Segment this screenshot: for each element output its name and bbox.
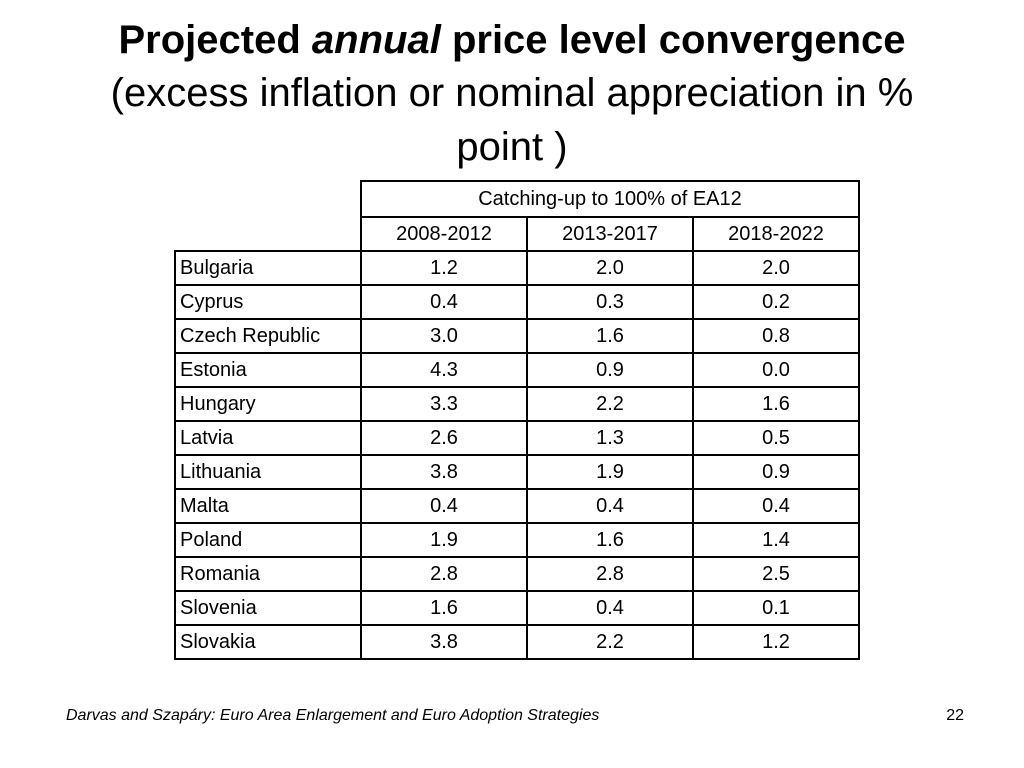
- value-cell: 2.2: [526, 386, 694, 422]
- value-cell: 1.6: [526, 318, 694, 354]
- value-cell: 0.0: [692, 352, 860, 388]
- title-italic-word: annual: [311, 18, 441, 62]
- value-cell: 1.4: [692, 522, 860, 558]
- title-main: Projected annual price level convergence: [0, 14, 1024, 66]
- value-cell: 0.5: [692, 420, 860, 456]
- table-row: Malta 0.4 0.4 0.4: [174, 488, 860, 524]
- value-cell: 1.9: [360, 522, 528, 558]
- value-cell: 1.6: [692, 386, 860, 422]
- table-row: Slovakia 3.8 2.2 1.2: [174, 624, 860, 660]
- country-cell: Poland: [174, 522, 362, 558]
- corner-cell: [175, 181, 361, 217]
- slide-title: Projected annual price level convergence…: [0, 14, 1024, 174]
- table-row: Czech Republic 3.0 1.6 0.8: [174, 318, 860, 354]
- table-row: Romania 2.8 2.8 2.5: [174, 556, 860, 592]
- value-cell: 2.2: [526, 624, 694, 660]
- country-cell: Estonia: [174, 352, 362, 388]
- value-cell: 2.8: [526, 556, 694, 592]
- convergence-table: Catching-up to 100% of EA12 2008-2012 20…: [174, 180, 860, 660]
- value-cell: 0.9: [526, 352, 694, 388]
- country-cell: Lithuania: [174, 454, 362, 490]
- value-cell: 2.5: [692, 556, 860, 592]
- value-cell: 0.9: [692, 454, 860, 490]
- value-cell: 1.2: [692, 624, 860, 660]
- value-cell: 0.2: [692, 284, 860, 320]
- value-cell: 0.1: [692, 590, 860, 626]
- value-cell: 3.8: [360, 454, 528, 490]
- value-cell: 1.2: [360, 250, 528, 286]
- table-row: Lithuania 3.8 1.9 0.9: [174, 454, 860, 490]
- value-cell: 0.4: [360, 284, 528, 320]
- value-cell: 3.8: [360, 624, 528, 660]
- table-row: Estonia 4.3 0.9 0.0: [174, 352, 860, 388]
- group-header-row: Catching-up to 100% of EA12: [175, 180, 860, 218]
- value-cell: 1.6: [360, 590, 528, 626]
- value-cell: 1.3: [526, 420, 694, 456]
- country-cell: Latvia: [174, 420, 362, 456]
- column-header: 2013-2017: [526, 216, 694, 252]
- value-cell: 3.3: [360, 386, 528, 422]
- value-cell: 2.6: [360, 420, 528, 456]
- country-cell: Czech Republic: [174, 318, 362, 354]
- column-header: 2008-2012: [360, 216, 528, 252]
- value-cell: 4.3: [360, 352, 528, 388]
- country-cell: Cyprus: [174, 284, 362, 320]
- title-bold-suffix: price level convergence: [451, 18, 906, 62]
- value-cell: 2.0: [692, 250, 860, 286]
- value-cell: 3.0: [360, 318, 528, 354]
- value-cell: 0.4: [526, 488, 694, 524]
- subtitle-line-1: (excess inflation or nominal appreciatio…: [110, 71, 914, 115]
- country-cell: Hungary: [174, 386, 362, 422]
- value-cell: 0.4: [526, 590, 694, 626]
- group-header: Catching-up to 100% of EA12: [360, 180, 860, 218]
- country-cell: Slovenia: [174, 590, 362, 626]
- title-bold-prefix: Projected: [118, 18, 301, 62]
- value-cell: 1.9: [526, 454, 694, 490]
- country-cell: Romania: [174, 556, 362, 592]
- column-header-row: 2008-2012 2013-2017 2018-2022: [175, 216, 860, 252]
- table-row: Bulgaria 1.2 2.0 2.0: [174, 250, 860, 286]
- corner-cell-2: [175, 217, 361, 251]
- page-number: 22: [946, 707, 964, 724]
- table-row: Hungary 3.3 2.2 1.6: [174, 386, 860, 422]
- value-cell: 2.0: [526, 250, 694, 286]
- table-row: Cyprus 0.4 0.3 0.2: [174, 284, 860, 320]
- table-body: Catching-up to 100% of EA12 2008-2012 20…: [174, 180, 860, 660]
- value-cell: 0.4: [360, 488, 528, 524]
- column-header: 2018-2022: [692, 216, 860, 252]
- country-cell: Bulgaria: [174, 250, 362, 286]
- subtitle-line-2: point ): [456, 125, 568, 169]
- value-cell: 2.8: [360, 556, 528, 592]
- country-cell: Malta: [174, 488, 362, 524]
- table-row: Slovenia 1.6 0.4 0.1: [174, 590, 860, 626]
- value-cell: 0.4: [692, 488, 860, 524]
- table-row: Latvia 2.6 1.3 0.5: [174, 420, 860, 456]
- country-cell: Slovakia: [174, 624, 362, 660]
- table-row: Poland 1.9 1.6 1.4: [174, 522, 860, 558]
- value-cell: 1.6: [526, 522, 694, 558]
- value-cell: 0.8: [692, 318, 860, 354]
- value-cell: 0.3: [526, 284, 694, 320]
- footer-source: Darvas and Szapáry: Euro Area Enlargemen…: [66, 707, 600, 724]
